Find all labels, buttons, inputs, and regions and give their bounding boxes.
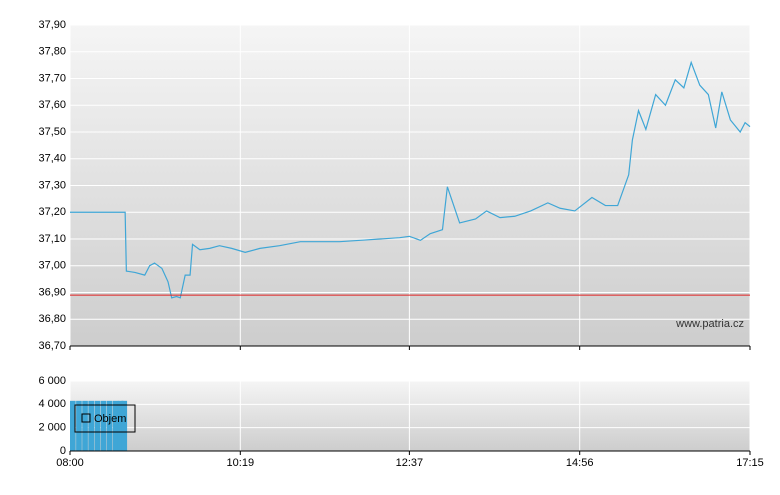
volume-bar — [117, 400, 124, 451]
x-tick-label: 08:00 — [56, 457, 84, 469]
x-tick-label: 14:56 — [566, 457, 594, 469]
plot-background — [70, 381, 750, 451]
volume-bar — [100, 400, 107, 451]
y-tick-label: 37,30 — [38, 179, 66, 191]
y-tick-label: 37,10 — [38, 233, 66, 245]
volume-bar — [82, 400, 88, 451]
volume-bar — [70, 400, 76, 451]
legend-box — [74, 404, 136, 433]
volume-bar — [94, 400, 101, 451]
y-tick-label: 37,70 — [38, 72, 66, 84]
y-tick-label: 0 — [60, 445, 66, 457]
y-tick-label: 36,70 — [38, 340, 66, 352]
volume-bar — [106, 400, 113, 451]
volume-bar — [88, 400, 95, 451]
x-tick-label: 17:15 — [736, 457, 764, 469]
y-tick-label: 37,20 — [38, 206, 66, 218]
volume-bar — [112, 400, 119, 451]
legend-label: Objem — [94, 413, 126, 425]
y-tick-label: 6 000 — [38, 375, 66, 387]
volume-bar — [76, 400, 82, 451]
legend-swatch — [81, 413, 91, 423]
y-tick-label: 36,80 — [38, 313, 66, 325]
y-tick-label: 37,40 — [38, 153, 66, 165]
y-tick-label: 2 000 — [38, 422, 66, 434]
y-tick-label: 37,50 — [38, 126, 66, 138]
y-tick-label: 37,60 — [38, 99, 66, 111]
volume-bar — [121, 400, 128, 451]
y-tick-label: 37,80 — [38, 46, 66, 58]
watermark: www.patria.cz — [675, 318, 744, 330]
y-tick-label: 36,90 — [38, 286, 66, 298]
y-tick-label: 37,00 — [38, 260, 66, 272]
x-tick-label: 10:19 — [227, 457, 255, 469]
price-line — [70, 60, 751, 299]
y-tick-label: 4 000 — [38, 398, 66, 410]
x-tick-label: 12:37 — [396, 457, 424, 469]
y-tick-label: 37,90 — [38, 19, 66, 31]
